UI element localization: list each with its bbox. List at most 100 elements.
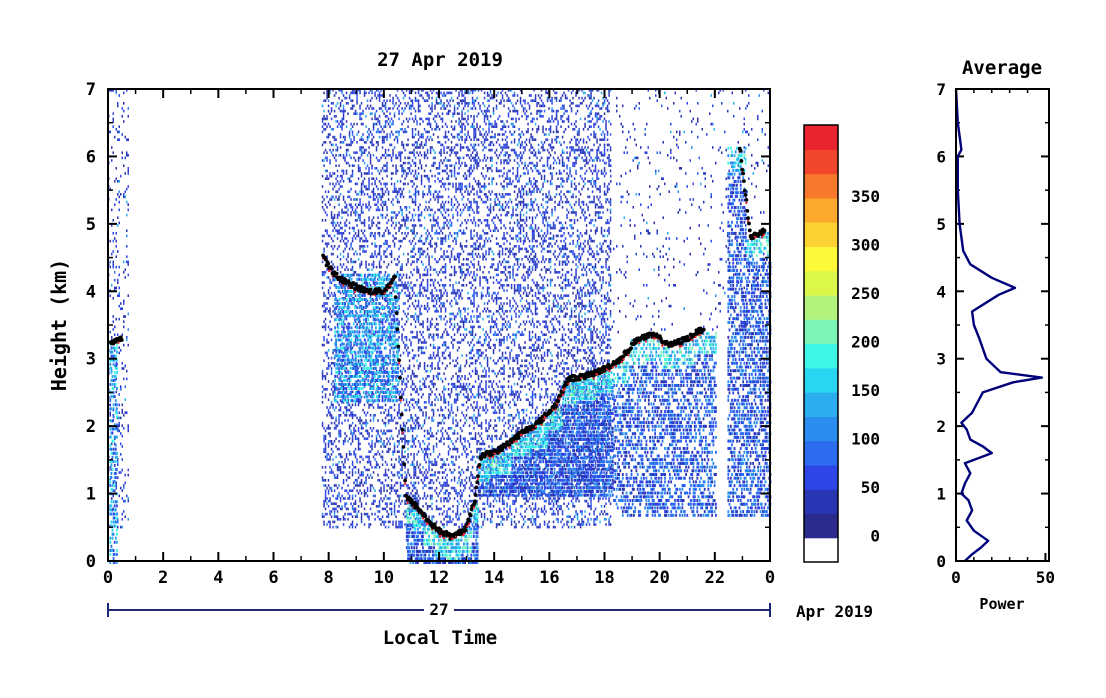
noise-cell	[332, 252, 334, 256]
noise-cell	[446, 520, 448, 524]
noise-cell	[359, 499, 361, 503]
noise-cell	[474, 99, 477, 102]
noise-cell	[450, 377, 453, 381]
noise-cell	[389, 520, 391, 524]
noise-cell	[335, 229, 337, 232]
noise-cell	[332, 471, 334, 474]
noise-cell	[341, 486, 343, 490]
noise-cell	[386, 473, 388, 477]
noise-cell	[392, 172, 394, 175]
noise-cell	[357, 505, 360, 508]
noise-cell	[458, 466, 460, 469]
noise-cell	[371, 219, 373, 222]
noise-cell	[389, 135, 391, 139]
noise-cell	[425, 294, 427, 297]
noise-cell	[327, 479, 330, 482]
noise-cell	[414, 473, 417, 477]
noise-cell	[387, 440, 390, 443]
noise-cell	[375, 440, 378, 443]
noise-cell	[384, 382, 387, 386]
noise-cell	[447, 408, 450, 412]
noise-cell	[459, 427, 462, 430]
noise-cell	[321, 185, 324, 188]
noise-cell	[356, 252, 358, 256]
noise-cell	[359, 473, 361, 477]
noise-cell	[456, 255, 459, 258]
noise-cell	[432, 414, 435, 417]
noise-cell	[371, 434, 373, 438]
noise-cell	[327, 362, 330, 365]
noise-cell	[350, 429, 352, 433]
noise-cell	[417, 268, 420, 271]
noise-cell	[419, 213, 421, 217]
noise-cell	[461, 525, 463, 529]
noise-cell	[371, 141, 373, 144]
noise-cell	[408, 89, 411, 92]
noise-cell	[360, 424, 363, 427]
noise-cell	[345, 151, 348, 154]
noise-cell	[335, 476, 337, 479]
noise-cell	[468, 356, 471, 360]
noise-cell	[321, 512, 324, 516]
noise-cell	[443, 416, 445, 420]
noise-cell	[333, 109, 336, 113]
noise-cell	[425, 237, 427, 240]
noise-cell	[371, 476, 373, 479]
noise-cell	[467, 104, 469, 108]
noise-cell	[330, 367, 333, 370]
noise-cell	[360, 148, 363, 152]
noise-cell	[468, 252, 471, 256]
noise-cell	[432, 133, 435, 136]
noise-cell	[413, 458, 415, 461]
noise-cell	[426, 304, 429, 308]
noise-cell	[375, 505, 378, 508]
noise-cell	[429, 429, 432, 433]
noise-cell	[348, 135, 351, 139]
noise-cell	[336, 146, 339, 149]
noise-cell	[464, 104, 466, 108]
noise-cell	[357, 401, 360, 404]
noise-cell	[333, 349, 336, 352]
noise-cell	[438, 258, 441, 261]
noise-cell	[356, 312, 358, 316]
noise-cell	[428, 255, 430, 258]
noise-cell	[444, 367, 447, 370]
noise-cell	[351, 346, 354, 349]
noise-cell	[450, 200, 453, 204]
noise-cell	[413, 497, 415, 500]
noise-cell	[422, 286, 424, 290]
noise-cell	[471, 362, 474, 365]
noise-cell	[353, 273, 355, 277]
noise-cell	[389, 307, 391, 310]
noise-cell	[413, 471, 415, 474]
noise-cell	[459, 130, 462, 134]
noise-cell	[458, 133, 460, 136]
noise-cell	[420, 154, 423, 157]
noise-cell	[348, 203, 351, 206]
noise-cell	[327, 349, 330, 352]
noise-cell	[351, 505, 354, 508]
noise-cell	[399, 401, 402, 404]
noise-cell	[375, 224, 378, 227]
noise-cell	[438, 356, 441, 360]
noise-cell	[332, 403, 334, 407]
noise-cell	[356, 460, 358, 464]
noise-cell	[401, 128, 403, 131]
noise-cell	[429, 473, 432, 477]
noise-cell	[434, 356, 436, 360]
noise-cell	[408, 291, 411, 295]
noise-cell	[362, 109, 364, 113]
noise-cell	[386, 515, 388, 518]
noise-cell	[384, 107, 387, 110]
noise-cell	[333, 510, 336, 513]
noise-cell	[395, 458, 397, 461]
noise-cell	[398, 460, 400, 464]
noise-cell	[369, 141, 372, 144]
noise-cell	[449, 278, 451, 282]
noise-cell	[437, 367, 439, 370]
noise-cell	[398, 380, 400, 383]
noise-cell	[396, 471, 399, 474]
noise-cell	[342, 518, 345, 521]
noise-cell	[369, 484, 372, 487]
noise-cell	[417, 440, 420, 443]
